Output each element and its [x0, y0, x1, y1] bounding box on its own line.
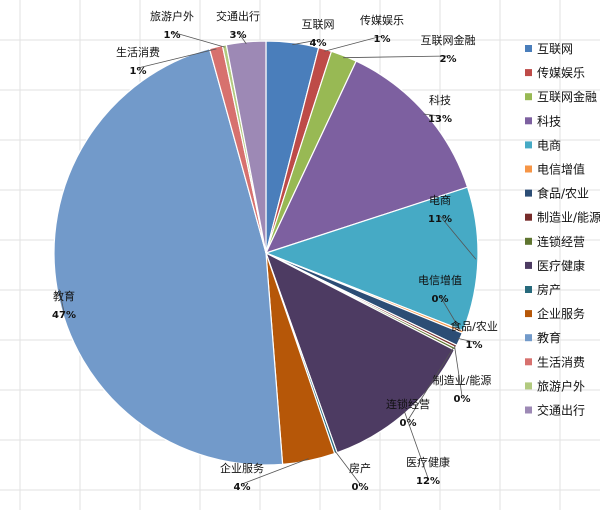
leader-line: [137, 48, 217, 69]
legend-entry: 电商: [537, 137, 561, 152]
legend-entry: 生活消费: [537, 355, 585, 369]
legend-entry: 互联网金融: [537, 89, 597, 104]
legend-swatch: [525, 141, 532, 149]
slice-label-name: 交通出行: [216, 9, 260, 23]
legend-swatch: [525, 286, 532, 293]
leader-line: [423, 113, 441, 117]
legend-swatch: [525, 69, 532, 77]
slice-label-percent: 13%: [428, 114, 452, 125]
slice-label-percent: 0%: [454, 394, 471, 405]
slice-label-name: 生活消费: [116, 45, 160, 59]
slice-3: [264, 60, 469, 255]
legend-swatch: [525, 310, 532, 318]
leader-line: [237, 31, 247, 45]
leader-line: [58, 289, 65, 313]
legend-entry: 食品/农业: [537, 186, 589, 201]
legend-swatch: [525, 358, 532, 366]
legend-entry: 互联网: [537, 42, 573, 56]
leader-line: [334, 451, 361, 485]
slice-label-percent: 47%: [52, 310, 76, 321]
leader-line: [343, 55, 449, 59]
legend-swatch: [525, 261, 532, 269]
legend-entry: 医疗健康: [537, 258, 585, 273]
data-labels: 互联网 4% 传媒娱乐 1% 互联网金融 2% 科技 13% 电商 11% 电信增值 0% 食品/农业 1…: [52, 9, 498, 493]
slice-label-name: 教育: [53, 289, 75, 303]
legend-entry: 交通出行: [537, 403, 585, 418]
slice-15: [225, 40, 267, 254]
slice-label-name: 电信增值: [418, 273, 462, 287]
legend-swatch: [525, 334, 532, 342]
slice-label-percent: 3%: [230, 30, 247, 41]
slice-label-percent: 12%: [416, 476, 440, 487]
slice-label-percent: 4%: [310, 38, 327, 49]
slice-label-name: 电商: [429, 193, 451, 207]
slice-label-name: 互联网: [302, 18, 335, 31]
legend-entry: 房产: [537, 282, 561, 297]
slice-12: [53, 47, 284, 466]
slice-label-percent: 11%: [428, 214, 452, 225]
slice-label-percent: 1%: [374, 34, 391, 45]
slice-label-name: 互联网金融: [421, 33, 476, 47]
slice-label-name: 制造业/能源: [433, 373, 492, 387]
leader-line: [241, 458, 309, 485]
slice-label-percent: 2%: [440, 54, 457, 65]
leader-line: [439, 295, 462, 332]
leader-line: [171, 31, 225, 48]
slice-label-percent: 1%: [130, 66, 147, 77]
slice-4: [264, 186, 479, 332]
legend-swatch: [525, 189, 532, 197]
leader-line: [454, 345, 463, 397]
legend-swatch: [525, 93, 532, 101]
slice-label-percent: 1%: [466, 340, 483, 351]
legend-entry: 连锁经营: [537, 234, 585, 249]
legend-entry: 旅游户外: [537, 378, 585, 393]
slice-label-name: 房产: [349, 461, 371, 475]
legend-entry: 传媒娱乐: [537, 65, 585, 80]
slice-label-name: 医疗健康: [406, 455, 450, 469]
legend-swatch: [525, 406, 532, 414]
slice-label-percent: 0%: [400, 418, 417, 429]
leader-line: [407, 347, 454, 421]
slice-9: [264, 251, 456, 454]
slice-label-name: 科技: [429, 93, 451, 107]
slice-label-name: 食品/农业: [450, 319, 498, 333]
slice-label-percent: 4%: [234, 482, 251, 493]
legend: 互联网传媒娱乐互联网金融科技电商电信增值食品/农业制造业/能源连锁经营医疗健康房…: [525, 42, 600, 418]
leader-line: [439, 215, 477, 260]
leader-line: [457, 338, 475, 343]
legend-entry: 制造业/能源: [537, 211, 600, 225]
slice-label-percent: 1%: [164, 30, 181, 41]
pie-slices: [53, 40, 479, 466]
leader-line: [403, 410, 429, 479]
leader-line: [292, 39, 319, 46]
slice-label-name: 传媒娱乐: [360, 13, 404, 27]
legend-entry: 电信增值: [537, 162, 585, 177]
slice-label-name: 旅游户外: [150, 9, 194, 23]
slice-label-name: 企业服务: [220, 461, 264, 475]
legend-swatch: [525, 213, 532, 221]
legend-swatch: [525, 165, 532, 173]
slice-label-percent: 0%: [352, 482, 369, 493]
legend-entry: 教育: [537, 330, 561, 345]
slice-label-percent: 0%: [432, 294, 449, 305]
legend-swatch: [525, 382, 532, 390]
legend-entry: 科技: [537, 114, 561, 128]
legend-swatch: [525, 237, 532, 245]
legend-swatch: [525, 117, 532, 125]
slice-label-name: 连锁经营: [386, 397, 430, 411]
leader-line: [324, 35, 383, 52]
legend-swatch: [525, 45, 532, 52]
legend-entry: 企业服务: [537, 306, 585, 321]
